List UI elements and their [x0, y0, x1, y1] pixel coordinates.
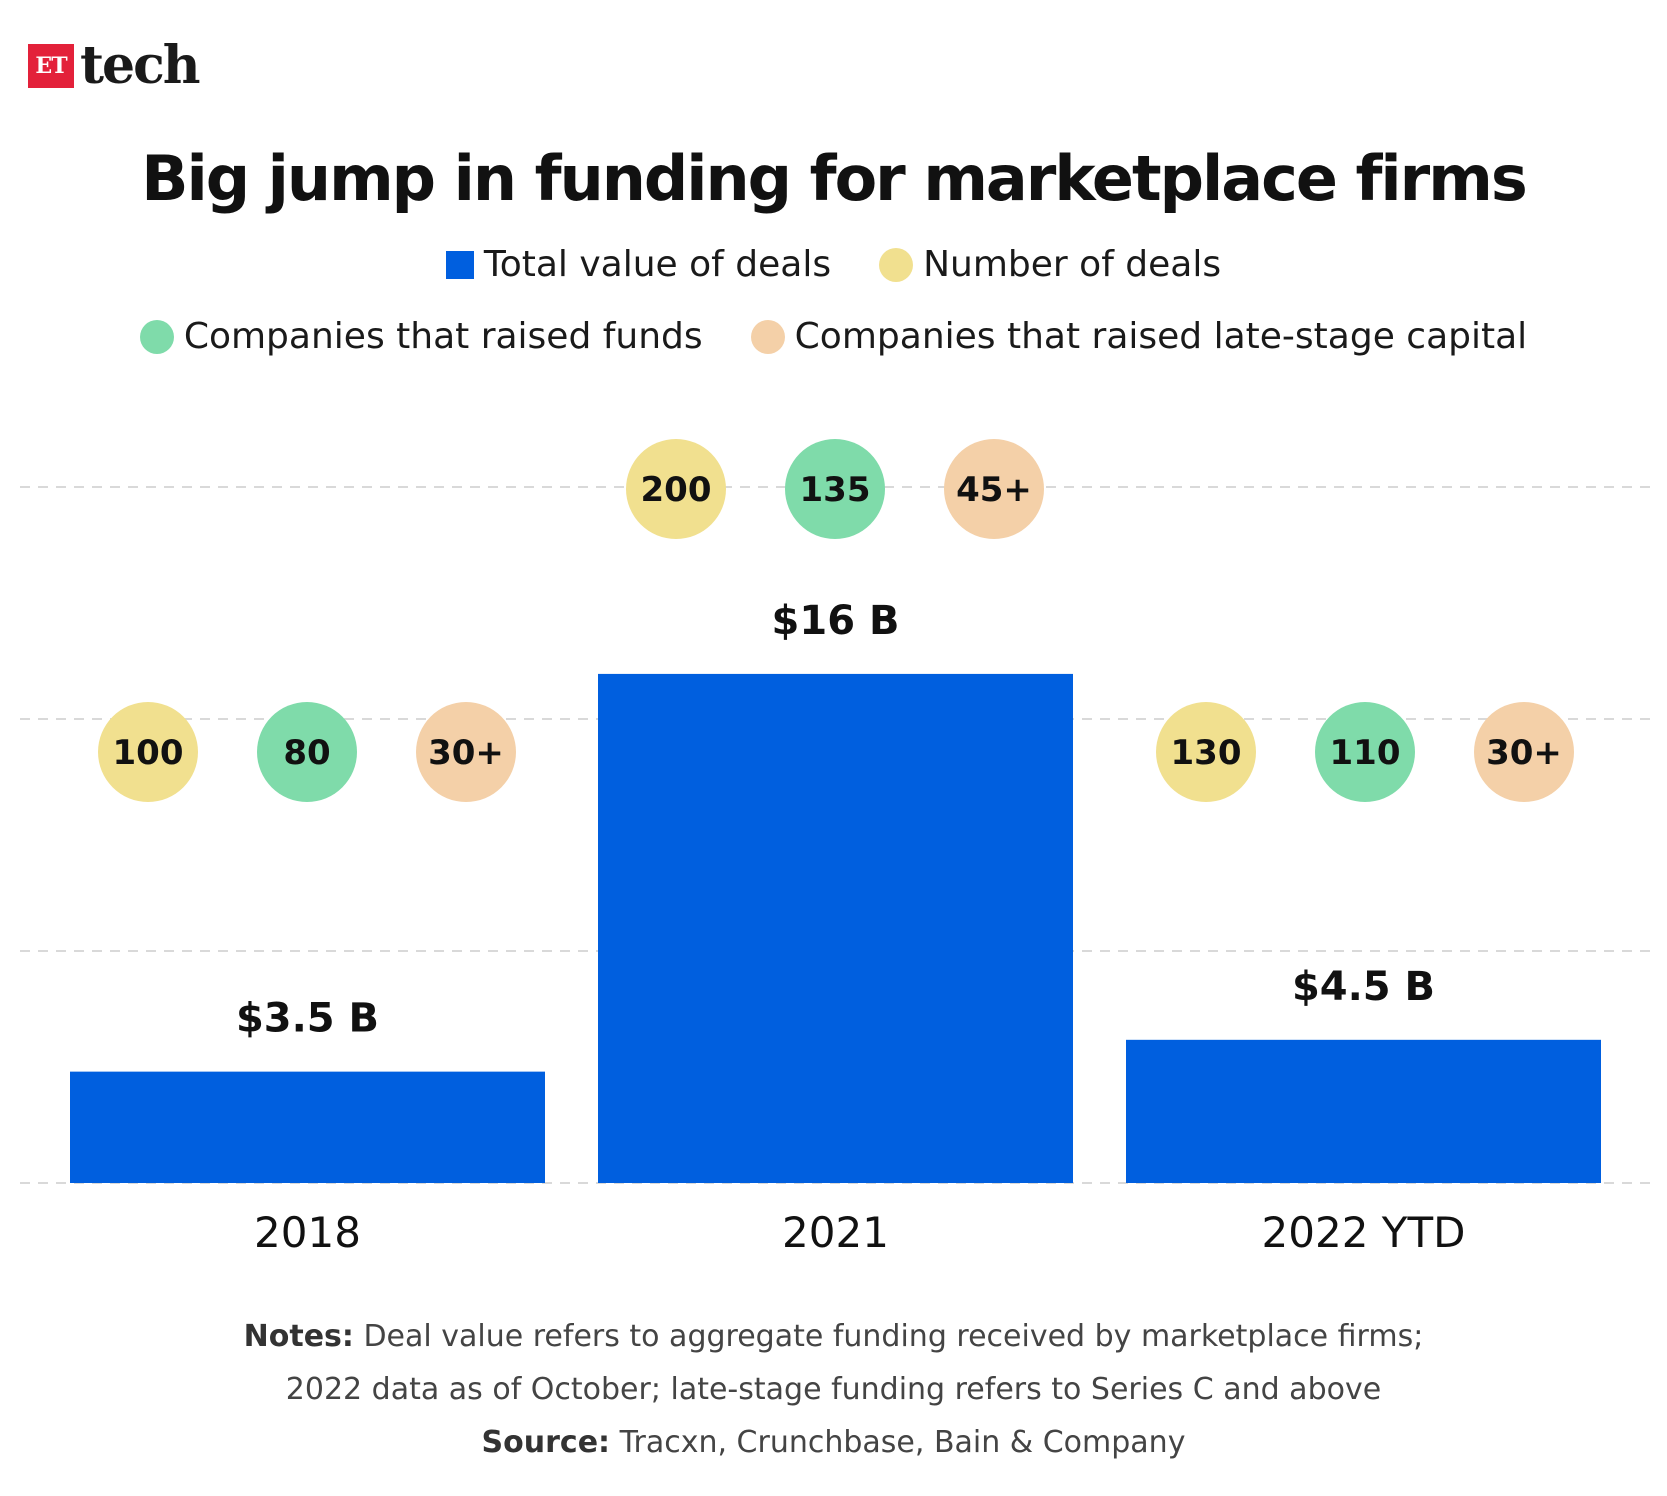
bar-value-label: $16 B	[772, 598, 900, 644]
category-label: 2021	[782, 1208, 889, 1257]
bar	[598, 673, 1073, 1183]
chart-title: Big jump in funding for marketplace firm…	[141, 142, 1528, 215]
legend-swatch-companies-raised	[139, 319, 174, 354]
data-bubble	[1156, 702, 1256, 802]
source-text: Tracxn, Crunchbase, Bain & Company	[610, 1425, 1186, 1460]
bar	[1126, 1039, 1601, 1183]
legend-swatch-total-value	[445, 250, 474, 279]
data-bubble	[626, 439, 726, 539]
legend-label-number-of-deals: Number of deals	[923, 244, 1222, 285]
data-bubble	[1315, 702, 1415, 802]
source-line: Source: Tracxn, Crunchbase, Bain & Compa…	[0, 1416, 1667, 1469]
category-label: 2022 YTD	[1262, 1208, 1466, 1257]
notes-line-2: 2022 data as of October; late-stage fund…	[285, 1372, 1382, 1407]
notes-text-1: Deal value refers to aggregate funding r…	[353, 1319, 1424, 1354]
bubble-label: 45+	[956, 470, 1032, 510]
legend-label-late-stage: Companies that raised late-stage capital	[794, 316, 1528, 357]
data-bubble	[257, 702, 357, 802]
bubble-label: 130	[1171, 733, 1242, 773]
brand-logo: ET tech	[28, 35, 201, 96]
legend-item-number-of-deals: Number of deals	[879, 244, 1221, 285]
data-bubble	[1474, 702, 1574, 802]
legend-item-companies-raised: Companies that raised funds	[139, 316, 703, 357]
bubble-label: 30+	[1486, 733, 1562, 773]
bubble-label: 200	[641, 470, 712, 510]
bar	[70, 1071, 545, 1183]
chart-notes: Notes: Deal value refers to aggregate fu…	[0, 1310, 1667, 1469]
notes-label: Notes:	[243, 1319, 354, 1354]
legend-item-total-value: Total value of deals	[445, 244, 832, 285]
category-label: 2018	[254, 1208, 361, 1257]
data-bubble	[785, 439, 885, 539]
data-bubble	[944, 439, 1044, 539]
legend-item-late-stage: Companies that raised late-stage capital	[750, 316, 1528, 357]
legend-row-2: Companies that raised funds Companies th…	[0, 316, 1667, 357]
legend-swatch-late-stage	[750, 319, 785, 354]
source-label: Source:	[481, 1425, 611, 1460]
bubble-label: 100	[113, 733, 184, 773]
notes-line-1: Notes: Deal value refers to aggregate fu…	[0, 1310, 1667, 1363]
data-bubble	[98, 702, 198, 802]
bubble-label: 135	[800, 470, 871, 510]
bar-value-label: $3.5 B	[236, 996, 379, 1042]
bubble-label: 30+	[428, 733, 504, 773]
bar-value-label: $4.5 B	[1292, 964, 1435, 1010]
bubble-label: 80	[283, 733, 330, 773]
data-bubble	[416, 702, 516, 802]
brand-badge: ET	[28, 44, 74, 88]
legend-row-1: Total value of deals Number of deals	[0, 244, 1667, 285]
legend-label-total-value: Total value of deals	[483, 244, 832, 285]
legend-label-companies-raised: Companies that raised funds	[183, 316, 703, 357]
brand-name: tech	[80, 35, 201, 96]
legend-swatch-number-of-deals	[879, 247, 914, 282]
bubble-label: 110	[1330, 733, 1401, 773]
